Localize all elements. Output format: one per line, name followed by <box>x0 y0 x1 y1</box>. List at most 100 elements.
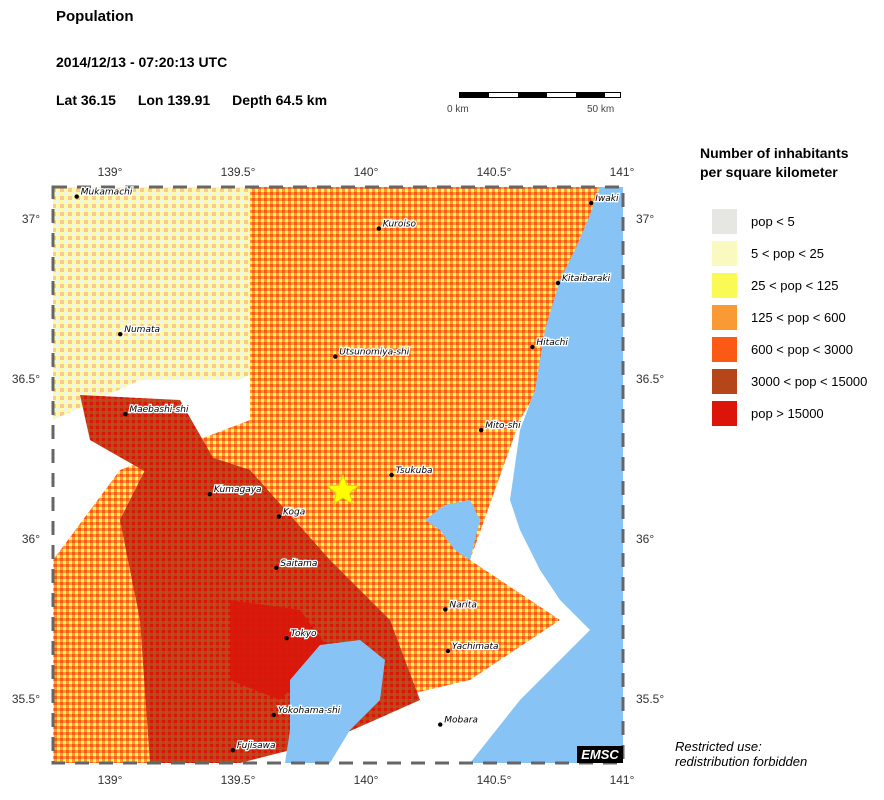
city-dot-7 <box>123 412 128 417</box>
lat-tick-left-3: 35.5° <box>12 692 40 706</box>
latitude-ticks-left: 37° 36.5° 36° 35.5° <box>12 212 40 706</box>
city-label-6: Hitachi <box>536 338 568 348</box>
legend-label-4: 600 < pop < 3000 <box>751 342 853 357</box>
legend-swatch-5 <box>712 369 737 394</box>
city-label-14: Tokyo <box>291 629 317 639</box>
scale-bar: 0 km 50 km <box>447 92 621 116</box>
map-layers <box>53 187 623 763</box>
lon-tick-bottom-1: 139.5° <box>221 773 256 787</box>
lon-tick-top-0: 139° <box>98 165 123 179</box>
city-label-11: Koga <box>283 508 305 518</box>
legend-item-6: pop > 15000 <box>712 401 882 427</box>
pacific-ocean <box>470 187 623 763</box>
city-label-0: Mukamachi <box>81 188 133 198</box>
legend-item-5: 3000 < pop < 15000 <box>712 369 882 395</box>
tokyo-bay <box>285 640 385 763</box>
lon-tick-bottom-4: 141° <box>610 773 635 787</box>
event-datetime: 2014/12/13 - 07:20:13 UTC <box>56 54 228 70</box>
legend-label-2: 25 < pop < 125 <box>751 278 839 293</box>
city-label-8: Mito-shi <box>485 421 521 431</box>
city-label-10: Kumagaya <box>214 485 262 495</box>
city-dot-1 <box>376 226 381 231</box>
lake-kasumigaura <box>425 500 480 560</box>
usage-note-line2: redistribution forbidden <box>675 754 808 769</box>
usage-note-line1: Restricted use: <box>675 739 762 754</box>
latitude-ticks-right: 37° 36.5° 36° 35.5° <box>636 212 664 706</box>
legend-item-4: 600 < pop < 3000 <box>712 337 882 363</box>
event-latitude: Lat 36.15 <box>56 92 116 108</box>
city-dot-12 <box>274 565 279 570</box>
legend-item-1: 5 < pop < 25 <box>712 241 882 267</box>
map-frame <box>51 185 625 765</box>
event-depth: Depth 64.5 km <box>232 92 328 108</box>
city-dot-15 <box>445 648 451 654</box>
lat-tick-right-3: 35.5° <box>636 692 664 706</box>
city-dot-11 <box>276 514 282 519</box>
city-label-3: Kitaibaraki <box>562 274 611 284</box>
legend-item-0: pop < 5 <box>712 209 882 235</box>
city-label-7: Maebashi-shi <box>129 405 189 415</box>
lon-tick-bottom-0: 139° <box>98 773 123 787</box>
city-label-1: Kuroiso <box>383 220 417 230</box>
lon-tick-top-2: 140° <box>354 165 379 179</box>
legend-title-line2: per square kilometer <box>700 164 838 180</box>
lat-tick-right-2: 36° <box>636 532 654 546</box>
legend-swatch-1 <box>712 241 737 266</box>
city-label-15: Yachimata <box>452 642 499 652</box>
legend-label-1: 5 < pop < 25 <box>751 246 825 261</box>
city-label-2: Iwaki <box>595 194 619 204</box>
city-dot-9 <box>389 472 394 478</box>
city-label-16: Yokohama-shi <box>278 706 341 716</box>
lat-tick-right-0: 37° <box>636 212 654 226</box>
city-label-13: Narita <box>449 600 477 610</box>
city-label-18: Fujisawa <box>237 741 276 751</box>
lon-tick-top-1: 139.5° <box>221 165 256 179</box>
lon-tick-bottom-3: 140.5° <box>477 773 512 787</box>
legend-item-3: 125 < pop < 600 <box>712 305 882 331</box>
legend-label-3: 125 < pop < 600 <box>751 310 846 325</box>
longitude-ticks-bottom: 139° 139.5° 140° 140.5° 141° <box>98 773 635 787</box>
map-title: Population <box>56 8 134 25</box>
city-label-5: Utsunomiya-shi <box>339 348 409 358</box>
legend-item-2: 25 < pop < 125 <box>712 273 882 299</box>
lon-tick-bottom-2: 140° <box>354 773 379 787</box>
longitude-ticks-top: 139° 139.5° 140° 140.5° 141° <box>98 165 635 179</box>
lat-tick-left-2: 36° <box>22 532 40 546</box>
legend-label-5: 3000 < pop < 15000 <box>751 374 868 389</box>
city-dot-5 <box>333 354 338 359</box>
emsc-logo: EMSC <box>577 746 623 763</box>
legend-label-6: pop > 15000 <box>751 406 824 421</box>
city-dot-14 <box>284 636 289 641</box>
legend-title-line1: Number of inhabitants <box>700 145 849 161</box>
legend-swatch-4 <box>712 337 737 362</box>
legend-swatch-6 <box>712 401 737 426</box>
scale-bar-graphic <box>459 92 621 98</box>
event-coordinates: Lat 36.15 Lon 139.91 Depth 64.5 km <box>56 92 345 108</box>
legend-title: Number of inhabitants per square kilomet… <box>700 144 849 182</box>
lon-tick-top-4: 141° <box>610 165 635 179</box>
lat-tick-right-1: 36.5° <box>636 372 664 386</box>
city-dot-3 <box>555 280 561 286</box>
city-dot-16 <box>271 712 277 718</box>
legend-label-0: pop < 5 <box>751 214 795 229</box>
city-dot-6 <box>530 344 535 350</box>
lat-tick-left-0: 37° <box>22 212 40 226</box>
city-label-17: Mobara <box>444 716 478 726</box>
city-dot-10 <box>207 492 213 497</box>
city-dot-13 <box>443 607 448 612</box>
maebashi-cluster <box>80 395 220 480</box>
city-dot-0 <box>74 194 79 199</box>
epicenter-star-icon <box>326 473 360 505</box>
legend-swatch-2 <box>712 273 737 298</box>
city-dot-18 <box>230 748 236 753</box>
city-dot-8 <box>479 428 484 433</box>
city-dot-4 <box>118 332 123 337</box>
city-label-9: Tsukuba <box>396 466 433 476</box>
city-label-4: Numata <box>124 325 160 335</box>
city-label-12: Saitama <box>280 559 317 569</box>
usage-note: Restricted use: redistribution forbidden <box>675 739 807 769</box>
city-dot-17 <box>438 722 443 727</box>
event-longitude: Lon 139.91 <box>137 92 211 108</box>
